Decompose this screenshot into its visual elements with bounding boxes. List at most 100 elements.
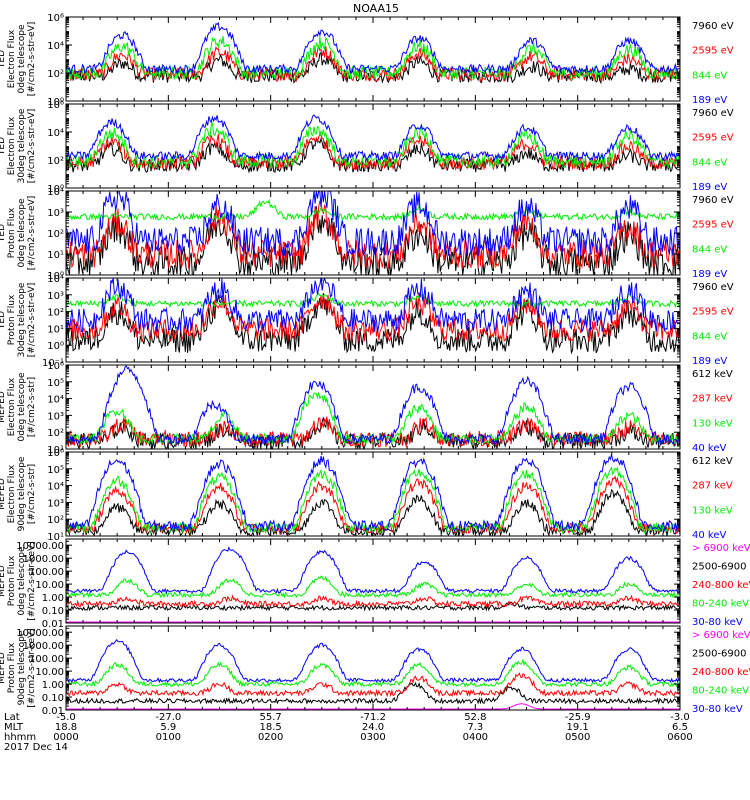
legend-entry: 240-800 keV	[692, 580, 750, 591]
series-line-green	[66, 198, 680, 222]
legend-entry: 240-800 keV	[692, 667, 750, 678]
legend-entry: > 6900 keV	[692, 543, 750, 554]
x-row-label: Lat	[4, 712, 20, 723]
x-tick-label: -3.0	[670, 712, 690, 723]
y-axis-label-line: 0deg telescope	[17, 198, 27, 268]
series-line-blue	[66, 365, 680, 446]
y-axis-label: MEPED Proton Flux 90deg telescope [#/cm2-s-…	[0, 628, 37, 707]
y-axis-label-line: 30deg telescope	[17, 282, 27, 357]
legend-entry: 287 keV	[692, 481, 733, 492]
y-axis-label: MEPED Proton Flux 0deg telescope [#/cm2-s-s…	[0, 541, 37, 620]
legend-entry: 7960 eV	[692, 282, 734, 293]
x-tick-label: -25.9	[565, 712, 591, 723]
y-axis-label-line: 0deg telescope	[17, 372, 27, 442]
y-axis-label-line: 0deg telescope	[17, 546, 27, 616]
series-line-blue	[66, 546, 680, 595]
y-axis-label-line: Electron Flux	[7, 464, 17, 523]
y-tick-label: 10²	[47, 69, 64, 80]
y-tick-label: 10⁴	[47, 41, 64, 52]
panel-traces	[66, 638, 680, 710]
y-axis-label-line: Electron Flux	[7, 377, 17, 436]
y-axis-label-line: Electron Flux	[7, 116, 17, 175]
y-tick-label: 0.10	[42, 693, 64, 704]
x-tick-label: 0500	[565, 732, 590, 743]
series-line-red	[66, 594, 680, 609]
legend-entry: 40 keV	[692, 443, 726, 454]
legend-entry: 130 keV	[692, 418, 733, 429]
y-tick-label: 1.00	[42, 680, 64, 691]
legend-entry: 2595 eV	[692, 133, 734, 144]
y-axis-label-line: Proton Flux	[7, 642, 17, 693]
y-tick-label: 10⁵	[47, 378, 64, 389]
y-axis-label-line: Proton Flux	[7, 207, 17, 258]
y-tick-label: 1000.00	[23, 641, 64, 652]
y-tick-label: 10¹	[47, 324, 64, 335]
series-line-red	[66, 133, 680, 171]
series-line-blue	[66, 114, 680, 162]
y-axis-label-line: [#/cm2-s-str-eV]	[27, 283, 37, 358]
series-line-green	[66, 575, 680, 599]
legend-entry: 40 keV	[692, 530, 726, 541]
y-tick-label: 10²	[47, 515, 64, 526]
y-tick-label: 0.01	[42, 619, 64, 630]
x-row-label: MLT	[4, 722, 24, 733]
x-tick-label: 6.5	[672, 722, 688, 733]
legend-entry: 2500-6900	[692, 562, 747, 573]
y-tick-label: 10.00	[35, 667, 64, 678]
panel-meped-electron-0deg: 10¹ 10² 10³ 10⁴ 10⁵ 10⁶ MEPED Electron Flux 0deg…	[0, 361, 733, 456]
legend-entry: 2500-6900	[692, 649, 747, 660]
y-axis-label-line: [#/cm2-s-str]	[27, 377, 37, 437]
y-axis-label: MEPED Electron Flux 90deg telescope [#/cm2-…	[0, 456, 37, 531]
y-tick-label: 10³	[47, 291, 64, 302]
legend-entry: 7960 eV	[692, 21, 734, 32]
series-line-black	[66, 681, 680, 705]
y-tick-label: 1.00	[42, 593, 64, 604]
panel-ted-proton-30deg: 10⁻¹ 10⁰ 10¹ 10² 10³ 10⁴ TED Proton Flux 30deg t…	[0, 274, 734, 369]
series-line-green	[66, 658, 680, 688]
legend-entry: 189 eV	[692, 182, 727, 193]
legend-entry: 189 eV	[692, 356, 727, 367]
y-axis-label-line: MEPED	[0, 565, 7, 597]
panel-meped-proton-0deg: 0.010.101.0010.00100.001000.0010000.00ME…	[0, 538, 750, 630]
panel-ted-proton-0deg: 10⁰ 10¹ 10² 10³ 10⁴ TED Proton Flux 0deg telesc…	[0, 187, 734, 282]
y-axis-label: MEPED Electron Flux 0deg telescope [#/cm2-s…	[0, 372, 37, 442]
x-tick-label: 0100	[156, 732, 181, 743]
panel-traces	[66, 114, 680, 174]
series-line-blue	[66, 454, 680, 532]
y-axis-label-line: [#/cm2-s-str-eV]	[27, 22, 37, 97]
y-tick-label: 100.00	[29, 654, 64, 665]
series-line-black	[66, 293, 680, 355]
y-tick-label: 10⁰	[47, 341, 64, 352]
legend-entry: 80-240 keV	[692, 686, 749, 697]
legend-entry: 30-80 keV	[692, 617, 743, 628]
legend-entry: 612 keV	[692, 456, 733, 467]
x-tick-label: 0600	[667, 732, 692, 743]
legend-entry: 2595 eV	[692, 220, 734, 231]
y-axis-label-line: 0deg telescope	[17, 24, 27, 94]
y-axis-label-line: [#/cm2-s-str-eV]	[27, 196, 37, 271]
y-axis-label-line: TED	[0, 50, 7, 69]
y-axis-label-line: 30deg telescope	[17, 108, 27, 183]
y-tick-label: 100.00	[29, 567, 64, 578]
y-tick-label: 10⁴	[47, 274, 64, 285]
y-axis-label-line: [#/cm2-s-str-eV]	[27, 109, 37, 184]
series-line-green	[66, 36, 680, 81]
y-axis-label-line: 90deg telescope	[17, 456, 27, 531]
legend-entry: 189 eV	[692, 95, 727, 106]
x-tick-label: 52.8	[464, 712, 486, 723]
y-axis-label: TED Electron Flux 30deg telescope [#/cm2-s-…	[0, 108, 37, 183]
series-line-blue	[66, 21, 680, 75]
y-tick-label: 10⁶	[47, 448, 64, 459]
y-axis-label-line: TED	[0, 224, 7, 243]
legend-entry: 844 eV	[692, 331, 727, 342]
x-tick-label: 18.5	[260, 722, 282, 733]
legend-entry: 2595 eV	[692, 307, 734, 318]
series-line-green	[66, 121, 680, 170]
panel-frame	[65, 625, 681, 711]
y-tick-label: 10³	[47, 208, 64, 219]
y-axis-label-line: MEPED	[0, 478, 7, 510]
y-tick-label: 10⁴	[47, 187, 64, 198]
x-tick-label: 55.7	[260, 712, 282, 723]
